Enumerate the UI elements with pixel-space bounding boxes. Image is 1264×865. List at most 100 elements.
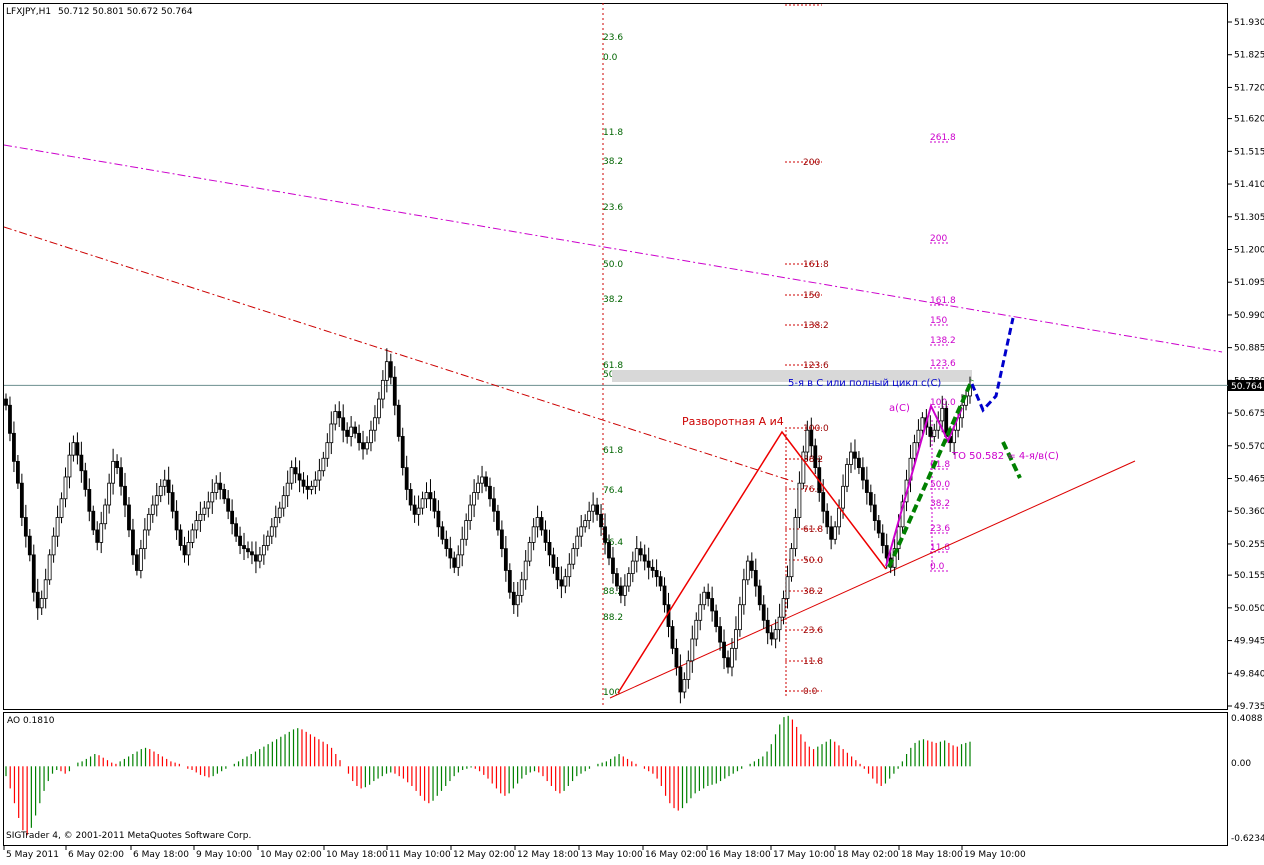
candle-up xyxy=(845,464,849,487)
fib-level-label: 50.0 xyxy=(603,260,623,270)
candle-down xyxy=(765,619,770,634)
y-tick-label: 51.095 xyxy=(1234,278,1264,288)
candle-down xyxy=(448,548,453,559)
candle-down xyxy=(825,510,830,528)
fib-level-label: 11.8 xyxy=(930,543,950,553)
fib-level-label: 76.4 xyxy=(603,486,623,496)
candle-down xyxy=(821,492,826,512)
x-tick-label: 19 May 10:00 xyxy=(964,850,1026,860)
candle-down xyxy=(547,542,552,556)
candle-up xyxy=(103,504,108,525)
candle-down xyxy=(297,473,302,481)
candle-down xyxy=(555,566,560,581)
candle-up xyxy=(420,498,425,509)
annotation-reversal-a: Разворотная А и4 xyxy=(682,415,784,428)
candle-down xyxy=(388,361,393,378)
candle-up xyxy=(333,411,338,425)
y-tick-label: 51.305 xyxy=(1234,213,1264,223)
candle-up xyxy=(622,585,627,596)
fib-level-label: 76.4 xyxy=(803,485,823,495)
candle-down xyxy=(392,376,397,406)
candle-down xyxy=(305,485,310,490)
candle-down xyxy=(412,504,417,515)
fib-level-label: 38.2 xyxy=(603,157,623,167)
candle-up xyxy=(63,476,68,500)
candle-up xyxy=(575,535,580,550)
candle-down xyxy=(868,492,873,506)
candle-down xyxy=(857,457,861,469)
fib-level-label: 150 xyxy=(803,291,820,301)
red-support-line xyxy=(609,460,1136,699)
candle-down xyxy=(543,529,548,543)
candle-up xyxy=(39,598,44,609)
candle-up xyxy=(591,504,596,512)
candle-up xyxy=(47,554,52,581)
candle-down xyxy=(654,570,659,578)
candle-up xyxy=(519,579,524,596)
current-price-box xyxy=(1228,380,1264,391)
fib-level-label: 76.4 xyxy=(603,538,623,548)
candle-down xyxy=(301,479,306,487)
y-tick-label: 50.990 xyxy=(1234,311,1264,321)
candle-down xyxy=(650,566,655,571)
x-tick-label: 11 May 10:00 xyxy=(389,850,451,860)
candle-down xyxy=(872,504,877,521)
x-tick-label: 12 May 18:00 xyxy=(517,850,579,860)
candle-up xyxy=(277,507,282,518)
ao-tick-top: 0.4088 xyxy=(1231,714,1263,724)
candle-down xyxy=(551,554,556,568)
candle-down xyxy=(174,510,179,531)
candle-down xyxy=(23,517,28,537)
candle-up xyxy=(738,604,742,631)
candle-up xyxy=(892,548,897,568)
candle-up xyxy=(321,457,326,472)
candle-up xyxy=(634,548,639,562)
candle-down xyxy=(611,557,615,574)
fib-level-label: 23.6 xyxy=(603,203,623,213)
y-tick-label: 51.410 xyxy=(1234,180,1264,190)
candle-down xyxy=(492,498,496,512)
candle-up xyxy=(837,507,841,528)
candle-up xyxy=(571,548,576,565)
fib-level-label: 200 xyxy=(803,158,820,168)
candle-up xyxy=(694,619,699,640)
candle-down xyxy=(753,570,758,587)
candle-up xyxy=(202,507,207,515)
candle-down xyxy=(607,542,611,559)
symbol-label: LFXJPY,H1 xyxy=(6,7,51,17)
candle-down xyxy=(408,489,413,506)
candle-up xyxy=(59,498,64,518)
candle-up xyxy=(833,526,838,540)
candle-down xyxy=(404,467,409,490)
fib-level-label: 150 xyxy=(930,316,947,326)
x-tick-label: 6 May 18:00 xyxy=(133,850,189,860)
fib-level-label: 138.2 xyxy=(930,336,956,346)
candle-down xyxy=(618,585,623,596)
fib-level-label: 23.6 xyxy=(603,33,623,43)
candle-down xyxy=(353,426,358,434)
candle-up xyxy=(793,517,798,550)
candle-down xyxy=(860,467,865,481)
y-tick-label: 50.255 xyxy=(1234,540,1264,550)
candle-down xyxy=(119,467,123,487)
fib-level-label: 100 xyxy=(603,688,620,698)
candle-up xyxy=(849,451,853,465)
candle-down xyxy=(638,548,643,556)
candle-down xyxy=(829,526,834,540)
candle-down xyxy=(432,498,437,512)
candle-down xyxy=(595,504,599,515)
candle-up xyxy=(523,560,528,581)
main-pane-frame xyxy=(3,3,1228,710)
candle-down xyxy=(182,545,187,556)
fib-level-label: 88.2 xyxy=(603,613,623,623)
candle-down xyxy=(757,585,762,606)
candle-down xyxy=(880,532,885,546)
candle-down xyxy=(400,436,405,469)
candle-down xyxy=(646,560,651,568)
candle-down xyxy=(115,460,119,469)
candle-up xyxy=(797,482,802,518)
candle-up xyxy=(55,517,60,537)
candle-up xyxy=(380,379,385,400)
